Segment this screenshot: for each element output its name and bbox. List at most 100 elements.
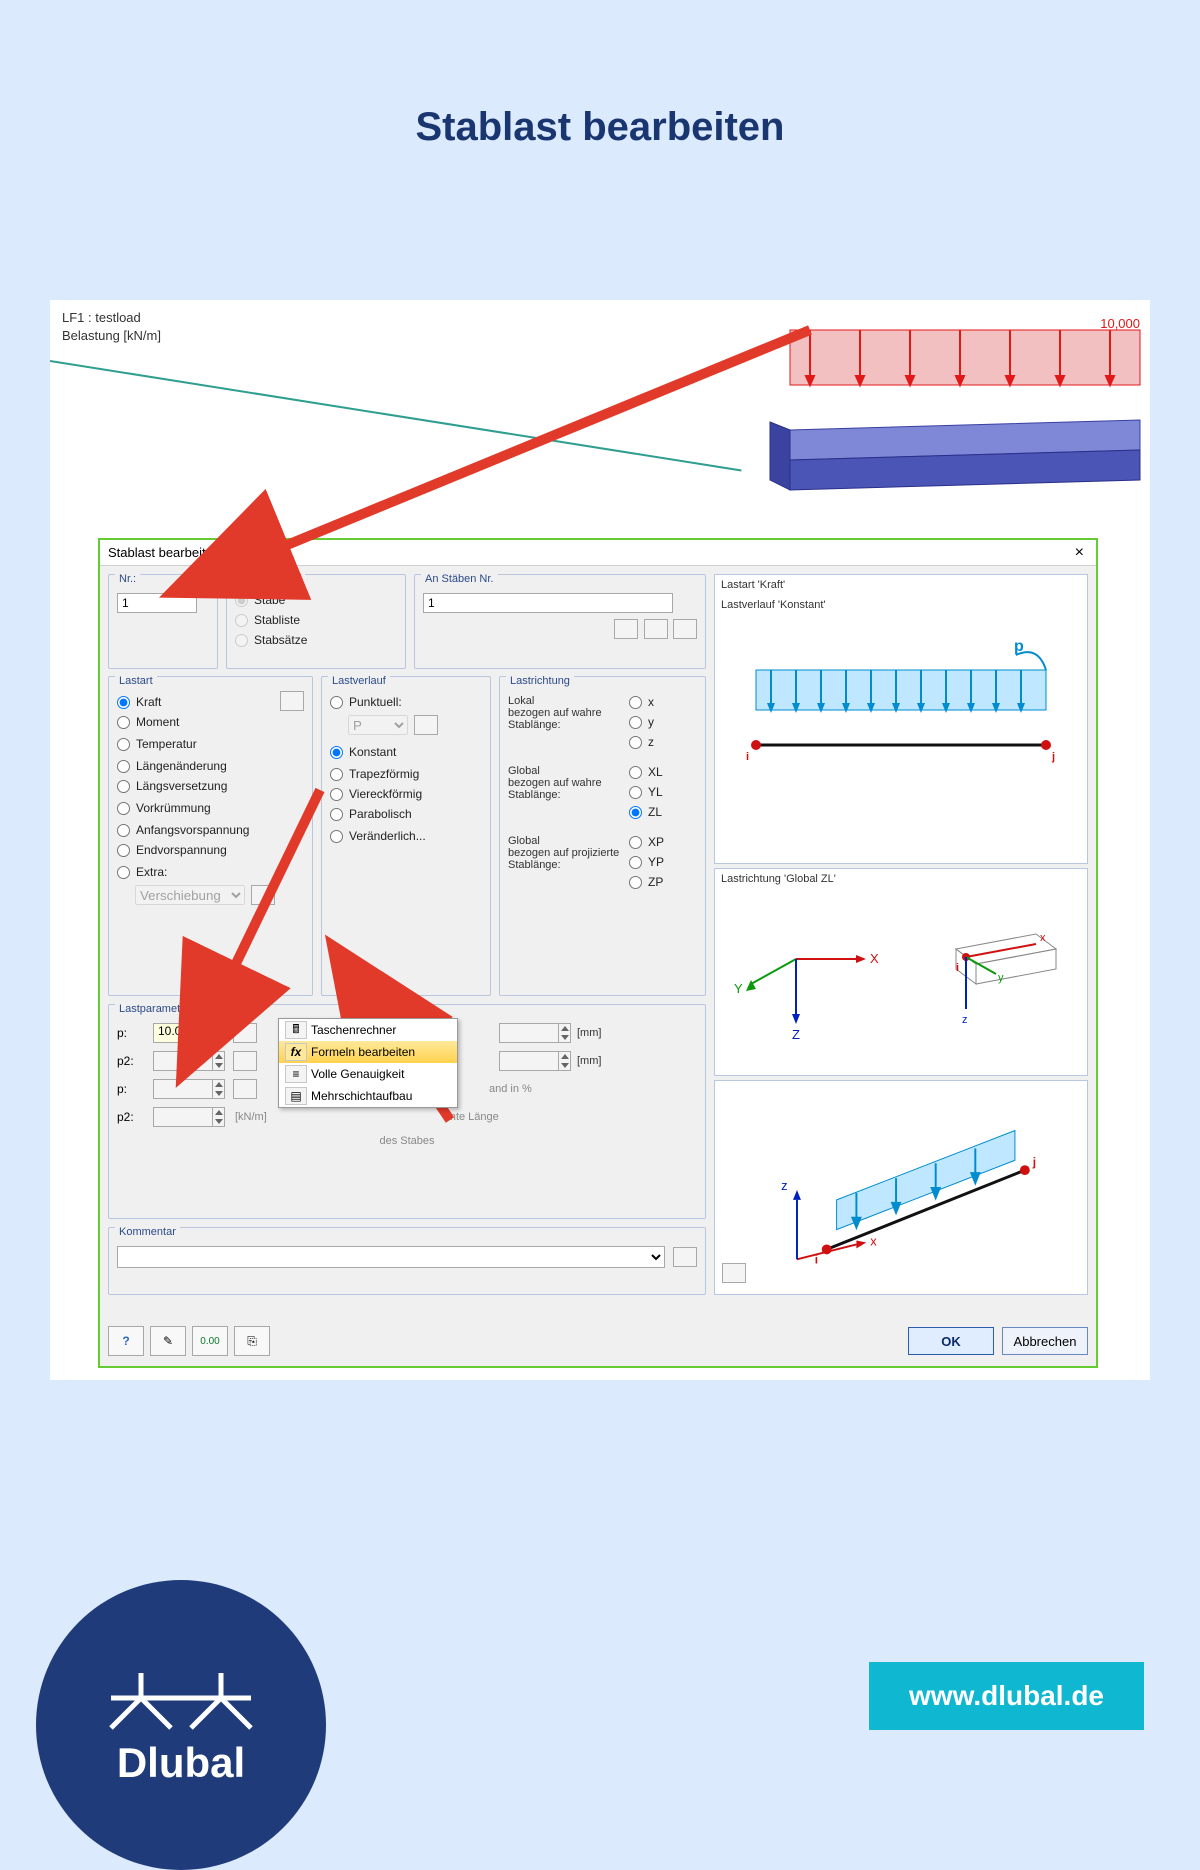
group-lastart-legend: Lastart — [115, 675, 157, 687]
radio-stabsaetze[interactable]: Stabsätze — [235, 633, 397, 647]
radio-moment-label: Moment — [136, 715, 179, 729]
kommentar-input[interactable] — [117, 1246, 665, 1268]
radio-stabliste[interactable]: Stabliste — [235, 613, 397, 627]
radio-zl[interactable]: ZL — [629, 805, 663, 819]
prec-icon: ≡ — [285, 1065, 307, 1083]
kommentar-lib-icon[interactable] — [673, 1247, 697, 1267]
globalp-desc: Global bezogen auf projizierte Stablänge… — [508, 835, 623, 895]
svg-text:x: x — [870, 1233, 877, 1248]
p-right2-input[interactable] — [499, 1051, 571, 1071]
pick-icon[interactable] — [614, 619, 638, 639]
p4-label: p2: — [117, 1110, 147, 1124]
cancel-button[interactable]: Abbrechen — [1002, 1327, 1088, 1355]
radio-yl[interactable]: YL — [629, 785, 663, 799]
radio-trapez[interactable]: Trapezförmig — [330, 767, 482, 781]
preview-a-title2: Lastverlauf 'Konstant' — [715, 595, 1087, 615]
nr-input[interactable] — [117, 593, 197, 613]
radio-vorkruemmung[interactable]: Vorkrümmung — [117, 801, 304, 815]
radio-laengsversetzung[interactable]: Längsversetzung — [117, 779, 304, 793]
context-menu: 🖩Taschenrechner fxFormeln bearbeiten ≡ Vo… — [278, 1018, 458, 1108]
radio-stabsaetze-label: Stabsätze — [254, 633, 307, 647]
pick2-icon[interactable] — [644, 619, 668, 639]
radio-staebe-label: Stäbe — [254, 593, 285, 607]
ctx-mehrschichtaufbau[interactable]: ▤Mehrschichtaufbau — [279, 1085, 457, 1107]
group-nr: Nr.: — [108, 574, 218, 669]
svg-text:i: i — [815, 1252, 818, 1266]
radio-konstant[interactable]: Konstant — [330, 745, 482, 759]
radio-x-label: x — [648, 695, 654, 709]
radio-veraenderlich[interactable]: Veränderlich... — [330, 829, 482, 843]
radio-parabolisch-label: Parabolisch — [349, 807, 412, 821]
punkt-dropdown[interactable]: P — [348, 715, 408, 735]
radio-z[interactable]: z — [629, 735, 654, 749]
p-right1-input[interactable] — [499, 1023, 571, 1043]
p2-input[interactable] — [153, 1051, 225, 1071]
radio-yl-label: YL — [648, 785, 663, 799]
radio-xl[interactable]: XL — [629, 765, 663, 779]
radio-yp-label: YP — [648, 855, 664, 869]
library-icon[interactable] — [722, 1263, 746, 1283]
group-nr-legend: Nr.: — [115, 573, 140, 585]
radio-x[interactable]: x — [629, 695, 654, 709]
p3-menu-btn[interactable] — [233, 1079, 257, 1099]
radio-kraft[interactable]: Kraft — [117, 695, 304, 709]
radio-parabolisch[interactable]: Parabolisch — [330, 807, 482, 821]
radio-staebe[interactable]: Stäbe — [235, 593, 397, 607]
p-label: p: — [117, 1026, 147, 1040]
radio-temperatur[interactable]: Temperatur — [117, 737, 304, 751]
lastart-settings-icon[interactable] — [280, 691, 304, 711]
dialog-titlebar: Stablast bearbeiten × — [100, 540, 1096, 566]
radio-endvorspannung[interactable]: Endvorspannung — [117, 843, 304, 857]
radio-y[interactable]: y — [629, 715, 654, 729]
bridge-icon — [106, 1663, 256, 1733]
extra-settings-icon[interactable] — [251, 885, 275, 905]
punkt-settings-icon[interactable] — [414, 715, 438, 735]
radio-viereck[interactable]: Viereckförmig — [330, 787, 482, 801]
radio-moment[interactable]: Moment — [117, 715, 304, 729]
radio-anfangsvorspannung[interactable]: Anfangsvorspannung — [117, 823, 304, 837]
units-icon[interactable]: 0.00 — [192, 1326, 228, 1356]
radio-punktuell[interactable]: Punktuell: — [330, 695, 482, 709]
ctx-calculator[interactable]: 🖩Taschenrechner — [279, 1019, 457, 1041]
radio-y-label: y — [648, 715, 654, 729]
p-menu-btn[interactable] — [233, 1023, 257, 1043]
undo-icon[interactable] — [673, 619, 697, 639]
radio-extra[interactable]: Extra: — [117, 865, 304, 879]
preview-a-title1: Lastart 'Kraft' — [715, 575, 1087, 595]
extra-dropdown[interactable]: Verschiebung — [135, 885, 245, 905]
group-lastverlauf: Lastverlauf Punktuell: P Konstant Trapez… — [321, 676, 491, 996]
loadcase-label: LF1 : testload — [62, 310, 141, 325]
radio-zp-label: ZP — [648, 875, 663, 889]
ctx-volle-genauigkeit[interactable]: ≡ Volle Genauigkeit — [279, 1063, 457, 1085]
svg-text:Y: Y — [734, 981, 743, 996]
edit-member-load-dialog: Stablast bearbeiten × Nr.: Beziehen auf … — [98, 538, 1098, 1368]
hint-percent: and in % — [489, 1083, 532, 1095]
p-input[interactable]: 10.000 — [153, 1023, 225, 1043]
radio-zl-label: ZL — [648, 805, 662, 819]
ctx-layers-label: Mehrschichtaufbau — [311, 1089, 412, 1103]
radio-xp[interactable]: XP — [629, 835, 664, 849]
p3-label: p: — [117, 1082, 147, 1096]
preview-projection: x z i j — [714, 1080, 1088, 1295]
edit-icon[interactable]: ✎ — [150, 1326, 186, 1356]
radio-zp[interactable]: ZP — [629, 875, 664, 889]
p2-menu-btn[interactable] — [233, 1051, 257, 1071]
group-beziehen: Beziehen auf Stäbe Stabliste Stabsätze — [226, 574, 406, 669]
ctx-formeln-bearbeiten[interactable]: fxFormeln bearbeiten — [279, 1041, 457, 1063]
radio-yp[interactable]: YP — [629, 855, 664, 869]
radio-punktuell-label: Punktuell: — [349, 695, 402, 709]
radio-laengenaenderung[interactable]: Längenänderung — [117, 759, 304, 773]
ok-button[interactable]: OK — [908, 1327, 994, 1355]
close-icon[interactable]: × — [1069, 544, 1090, 562]
p4-input[interactable] — [153, 1107, 225, 1127]
ctx-prec-label: Volle Genauigkeit — [311, 1067, 404, 1081]
an-staeben-input[interactable] — [423, 593, 673, 613]
screenshot-canvas: LF1 : testload Belastung [kN/m] 10,000 S… — [50, 300, 1150, 1380]
help-icon[interactable]: ? — [108, 1326, 144, 1356]
radio-z-label: z — [648, 735, 654, 749]
p3-input[interactable] — [153, 1079, 225, 1099]
misc-icon[interactable]: ⎘ — [234, 1326, 270, 1356]
radio-kraft-label: Kraft — [136, 695, 161, 709]
radio-length-label: Längenänderung — [136, 759, 227, 773]
svg-text:X: X — [870, 951, 879, 966]
